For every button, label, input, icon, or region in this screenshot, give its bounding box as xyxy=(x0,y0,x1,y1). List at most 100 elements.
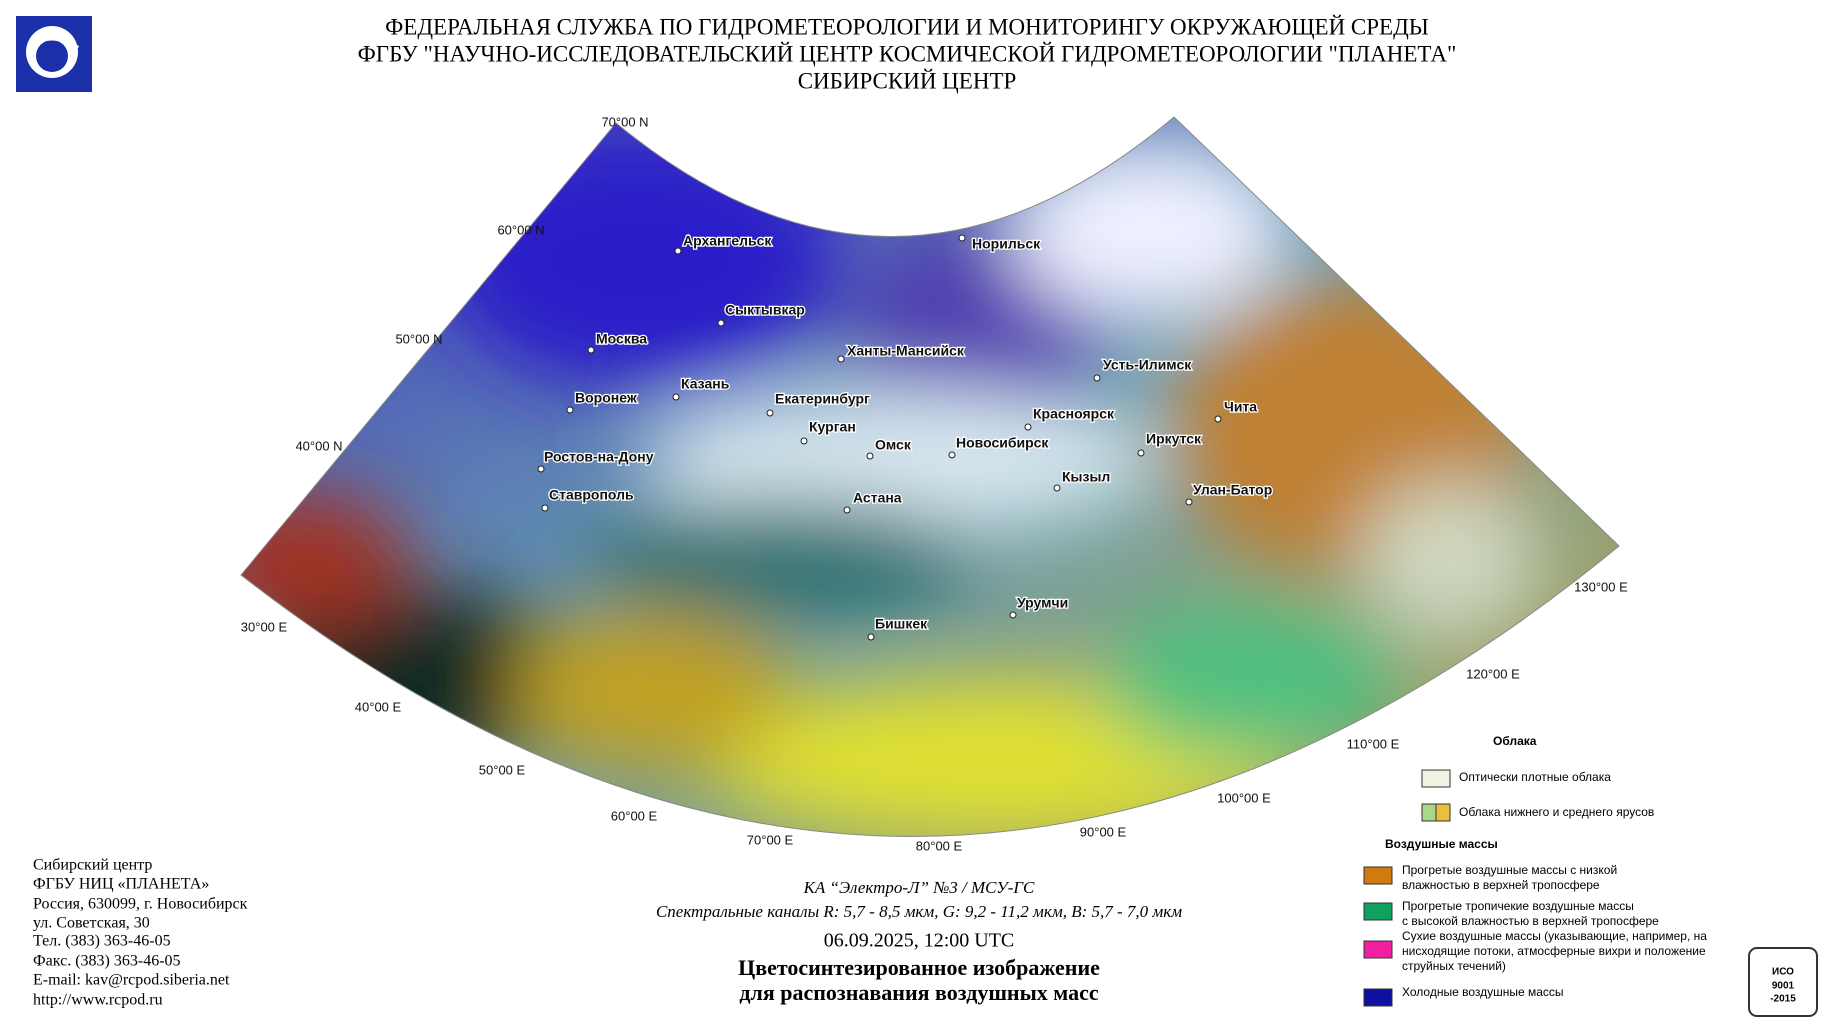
city-label: Воронеж xyxy=(575,390,638,406)
legend-text: Прогретые воздушные массы с низкой xyxy=(1402,863,1617,877)
lat-label: 40°00 N xyxy=(295,438,342,453)
legend-text: Прогретые тропичекие воздушные массы xyxy=(1402,899,1634,913)
city-label: Ростов-на-Дону xyxy=(544,449,654,465)
legend-text: нисходящие потоки, атмосферные вихри и п… xyxy=(1402,944,1706,958)
city-dot xyxy=(843,506,851,514)
city-dot xyxy=(1053,484,1061,492)
lon-label: 100°00 E xyxy=(1217,790,1271,805)
legend-swatch xyxy=(1363,902,1393,921)
city-label: Омск xyxy=(875,437,912,453)
contact-line: Сибирский центр xyxy=(33,857,152,874)
city-dot xyxy=(674,247,682,255)
city-dot xyxy=(1214,415,1222,423)
city-dot xyxy=(672,393,680,401)
lon-label: 60°00 E xyxy=(611,808,658,823)
legend-swatch xyxy=(1363,988,1393,1007)
city-dot xyxy=(566,406,574,414)
city-label: Улан-Батор xyxy=(1193,482,1272,498)
city-dot xyxy=(587,346,595,354)
badge-text: ИСО xyxy=(1772,967,1794,978)
legend-swatch xyxy=(1435,803,1451,822)
caption-date: 06.09.2025, 12:00 UTC xyxy=(824,930,1015,952)
legend-text: влажностью в верхней тропосфере xyxy=(1402,878,1600,892)
caption-channels: Спектральные каналы R: 5,7 - 8,5 мкм, G:… xyxy=(656,902,1182,921)
city-dot xyxy=(766,409,774,417)
badge xyxy=(1748,947,1818,1017)
city-dot xyxy=(1093,374,1101,382)
map-frame xyxy=(240,116,1620,837)
lon-label: 40°00 E xyxy=(355,699,402,714)
lat-label: 70°00 N xyxy=(601,114,648,129)
city-dot xyxy=(867,633,875,641)
lat-label: 50°00 N xyxy=(395,331,442,346)
legend-text: Облака нижнего и среднего ярусов xyxy=(1459,805,1654,819)
lon-label: 90°00 E xyxy=(1080,824,1127,839)
city-dot xyxy=(958,234,966,242)
logo xyxy=(16,16,92,92)
city-label: Бишкек xyxy=(875,616,928,632)
caption-satellite: КА “Электро-Л” №3 / МСУ-ГС xyxy=(803,878,1035,897)
city-dot xyxy=(541,504,549,512)
satellite-image xyxy=(241,117,1619,837)
city-label: Архангельск xyxy=(683,233,772,249)
legend-text: Сухие воздушные массы (указывающие, напр… xyxy=(1402,929,1707,943)
lon-label: 110°00 E xyxy=(1347,736,1400,751)
caption-title: для распознавания воздушных масс xyxy=(739,980,1099,1005)
lon-label: 70°00 E xyxy=(747,832,794,847)
city-label: Иркутск xyxy=(1146,431,1202,447)
city-dot xyxy=(1185,498,1193,506)
lon-label: 120°00 E xyxy=(1466,666,1520,681)
badge-text: 9001 xyxy=(1772,981,1795,992)
city-label: Урумчи xyxy=(1017,595,1068,611)
contact-line: Россия, 630099, г. Новосибирск xyxy=(33,896,248,913)
city-label: Красноярск xyxy=(1033,406,1115,422)
city-dot xyxy=(537,465,545,473)
header-line: СИБИРСКИЙ ЦЕНТР xyxy=(798,68,1017,93)
city-label: Курган xyxy=(809,419,856,435)
city-dot xyxy=(837,355,845,363)
lat-label: 60°00 N xyxy=(497,222,544,237)
badge-text: -2015 xyxy=(1770,994,1796,1005)
caption-title: Цветосинтезированное изображение xyxy=(738,955,1100,980)
lon-label: 80°00 E xyxy=(916,838,963,853)
legend-swatch xyxy=(1421,803,1437,822)
city-label: Казань xyxy=(681,376,730,392)
header-line: ФЕДЕРАЛЬНАЯ СЛУЖБА ПО ГИДРОМЕТЕОРОЛОГИИ … xyxy=(385,14,1429,39)
city-label: Ставрополь xyxy=(549,487,634,503)
contact-line: Факс. (383) 363-46-05 xyxy=(33,953,181,970)
legend-swatch xyxy=(1363,940,1393,959)
legend-title: Облака xyxy=(1493,734,1537,748)
city-dot xyxy=(717,319,725,327)
city-label: Ханты-Мансийск xyxy=(847,343,965,359)
city-dot xyxy=(800,437,808,445)
legend-text: Холодные воздушные массы xyxy=(1402,985,1564,999)
legend-text: Оптически плотные облака xyxy=(1459,770,1611,784)
city-dot xyxy=(1024,423,1032,431)
legend-swatch xyxy=(1363,866,1393,885)
lon-label: 50°00 E xyxy=(479,762,526,777)
city-label: Чита xyxy=(1224,399,1257,415)
city-label: Астана xyxy=(853,490,902,506)
header-line: ФГБУ "НАУЧНО-ИССЛЕДОВАТЕЛЬСКИЙ ЦЕНТР КОС… xyxy=(358,41,1457,66)
legend-title: Воздушные массы xyxy=(1385,837,1498,851)
contact-line: Тел. (383) 363-46-05 xyxy=(33,933,171,950)
city-label: Новосибирск xyxy=(956,435,1049,451)
city-label: Норильск xyxy=(972,236,1041,252)
lon-label: 30°00 E xyxy=(241,619,288,634)
city-label: Усть-Илимск xyxy=(1103,357,1192,373)
contact-line: E-mail: kav@rcpod.siberia.net xyxy=(33,972,230,989)
city-dot xyxy=(948,451,956,459)
city-label: Екатеринбург xyxy=(775,391,870,407)
legend-text: с высокой влажностью в верхней тропосфер… xyxy=(1402,914,1659,928)
city-label: Кызыл xyxy=(1062,469,1110,485)
city-label: Москва xyxy=(596,331,647,347)
city-dot xyxy=(866,452,874,460)
legend-swatch xyxy=(1421,769,1451,788)
contact-line: http://www.rcpod.ru xyxy=(33,992,163,1009)
city-dot xyxy=(1137,449,1145,457)
city-label: Сыктывкар xyxy=(725,302,805,318)
city-dot xyxy=(1009,611,1017,619)
lon-label: 130°00 E xyxy=(1574,579,1628,594)
legend-text: струйных течений) xyxy=(1402,959,1506,973)
